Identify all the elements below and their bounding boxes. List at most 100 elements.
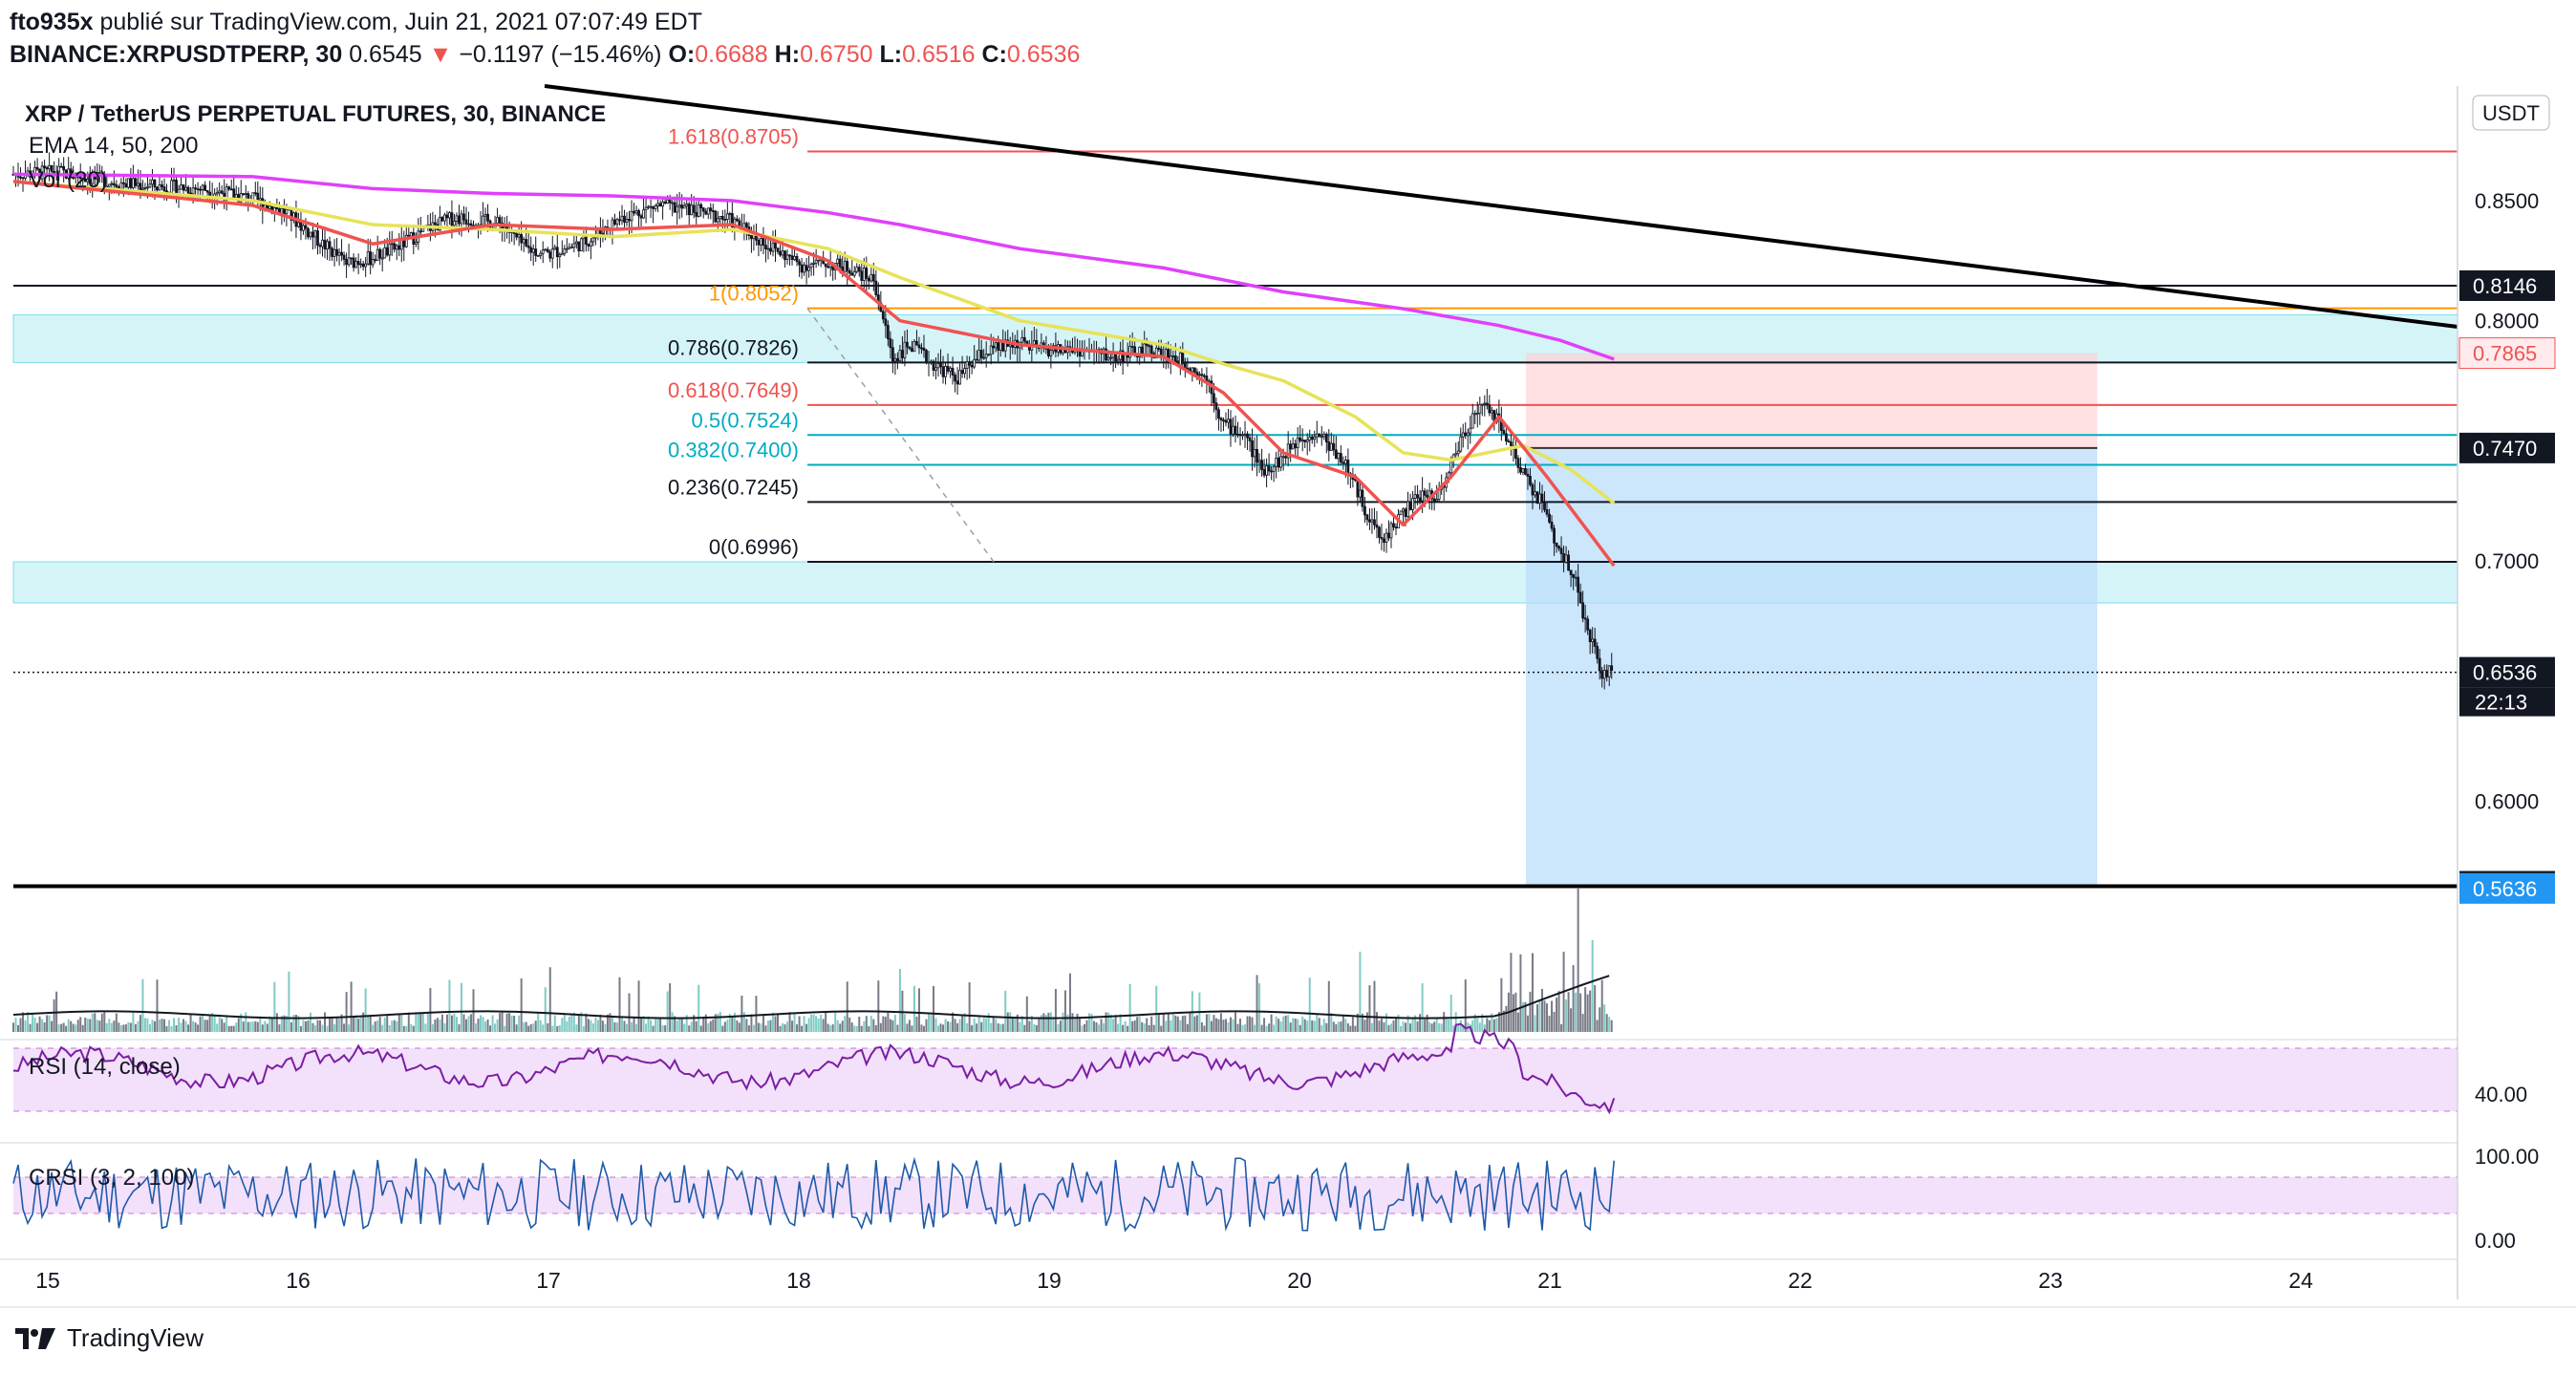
candle-body <box>153 179 157 188</box>
candle-body <box>342 254 346 260</box>
legend-label[interactable]: EMA 14, 50, 200 <box>29 133 198 159</box>
volume-bar <box>421 1012 424 1032</box>
downtrend-line[interactable] <box>544 84 2458 329</box>
volume-bar <box>1575 992 1578 1032</box>
candle-body <box>1157 347 1161 350</box>
candle-body <box>541 249 545 254</box>
rsi-tick: 40.00 <box>2475 1083 2527 1106</box>
candle-body <box>1485 402 1489 406</box>
volume-bar <box>927 1013 930 1032</box>
legend-label[interactable]: CRSI (3, 2, 100) <box>29 1165 194 1191</box>
candle-body <box>760 238 762 246</box>
volume-bar <box>1322 1019 1325 1032</box>
volume-bar <box>221 1019 224 1032</box>
volume-bar <box>810 1014 813 1032</box>
candle-body <box>1504 433 1508 441</box>
volume-bar <box>580 1012 583 1032</box>
publish-line: fto935x publié sur TradingView.com, Juin… <box>10 6 1080 38</box>
volume-bar <box>826 1023 829 1032</box>
rsi-line[interactable] <box>12 1022 1616 1115</box>
volume-bar <box>769 1020 772 1032</box>
volume-bar <box>1078 1017 1081 1032</box>
candle-body <box>1373 519 1376 526</box>
candle-body <box>725 213 729 220</box>
volume-bar <box>331 1017 333 1032</box>
volume-bar <box>766 1020 769 1032</box>
candle-body <box>860 270 864 281</box>
candle-body <box>1359 489 1362 498</box>
volume-bar <box>350 981 353 1032</box>
candle-body <box>151 179 154 185</box>
volume-bar <box>1608 1017 1611 1032</box>
candle-body <box>558 254 562 258</box>
candle-body <box>175 180 178 195</box>
candle-body <box>1109 356 1112 359</box>
volume-bar <box>690 1021 693 1032</box>
author-name[interactable]: fto935x <box>10 9 94 35</box>
volume-bar <box>151 1020 154 1032</box>
candle-body <box>282 207 286 215</box>
candle-body <box>43 165 47 168</box>
volume-bar <box>683 1023 686 1032</box>
currency-button[interactable] <box>2472 95 2550 131</box>
volume-bar <box>1042 1013 1045 1032</box>
volume-bar <box>1409 1023 1412 1032</box>
candle-body <box>699 204 703 209</box>
volume-bar <box>911 1025 913 1032</box>
volume-bar <box>335 1018 338 1032</box>
volume-bar <box>977 1016 980 1032</box>
volume-bar <box>1600 979 1603 1032</box>
candle-body <box>701 207 705 212</box>
ema14-line[interactable] <box>12 180 1616 568</box>
candle-body <box>299 222 303 231</box>
volume-bar <box>844 1016 847 1032</box>
brand-name[interactable]: TradingView <box>67 1323 204 1352</box>
candle-body <box>534 248 538 256</box>
candle-body <box>912 340 916 353</box>
volume-bar <box>1146 1018 1148 1032</box>
legend-label[interactable]: RSI (14, close) <box>29 1054 181 1080</box>
volume-bar <box>1258 983 1261 1032</box>
volume-bar <box>1546 1003 1549 1032</box>
volume-bar <box>1385 1013 1387 1032</box>
candle-body <box>1277 457 1280 468</box>
volume-bar <box>1390 1023 1393 1032</box>
volume-bar <box>642 1016 645 1032</box>
candle-body <box>1564 554 1568 563</box>
tradingview-logo-icon[interactable] <box>13 1326 57 1351</box>
volume-bar <box>115 1013 118 1032</box>
volume-bar <box>1232 1019 1234 1032</box>
volume-bar <box>283 1015 286 1032</box>
candle-body <box>1208 380 1211 383</box>
volume-bar <box>702 1016 705 1032</box>
candle-body <box>419 230 422 233</box>
volume-bar <box>930 1014 933 1032</box>
volume-bar <box>872 1019 875 1032</box>
crsi-line[interactable] <box>12 1156 1616 1233</box>
candle-body <box>958 370 961 385</box>
candle-body <box>874 280 878 296</box>
volume-bar <box>1505 1005 1508 1032</box>
legend-label[interactable]: XRP / TetherUS PERPETUAL FUTURES, 30, BI… <box>25 101 606 127</box>
volume-bar <box>1560 1023 1563 1032</box>
volume-bar <box>1297 1019 1299 1032</box>
volume-bar <box>1435 1017 1438 1032</box>
volume-bar <box>822 1019 825 1032</box>
volume-bar <box>752 1024 755 1032</box>
candle-body <box>1119 350 1123 360</box>
candle-body <box>462 213 465 221</box>
ema200-line[interactable] <box>12 172 1615 361</box>
volume-bar <box>893 1015 896 1032</box>
volume-bar <box>741 996 743 1032</box>
volume-bar <box>345 992 348 1032</box>
currency-label[interactable]: USDT <box>2482 101 2540 125</box>
volume-bar <box>1363 1020 1366 1032</box>
candle-body <box>1368 519 1371 523</box>
volume-bar <box>1516 1012 1519 1032</box>
volume-bar <box>273 981 276 1032</box>
legend-label[interactable]: Vol (20) <box>29 167 108 193</box>
candle-body <box>843 261 847 273</box>
volume-bar <box>79 1017 82 1032</box>
volume-bar <box>1107 1012 1110 1032</box>
